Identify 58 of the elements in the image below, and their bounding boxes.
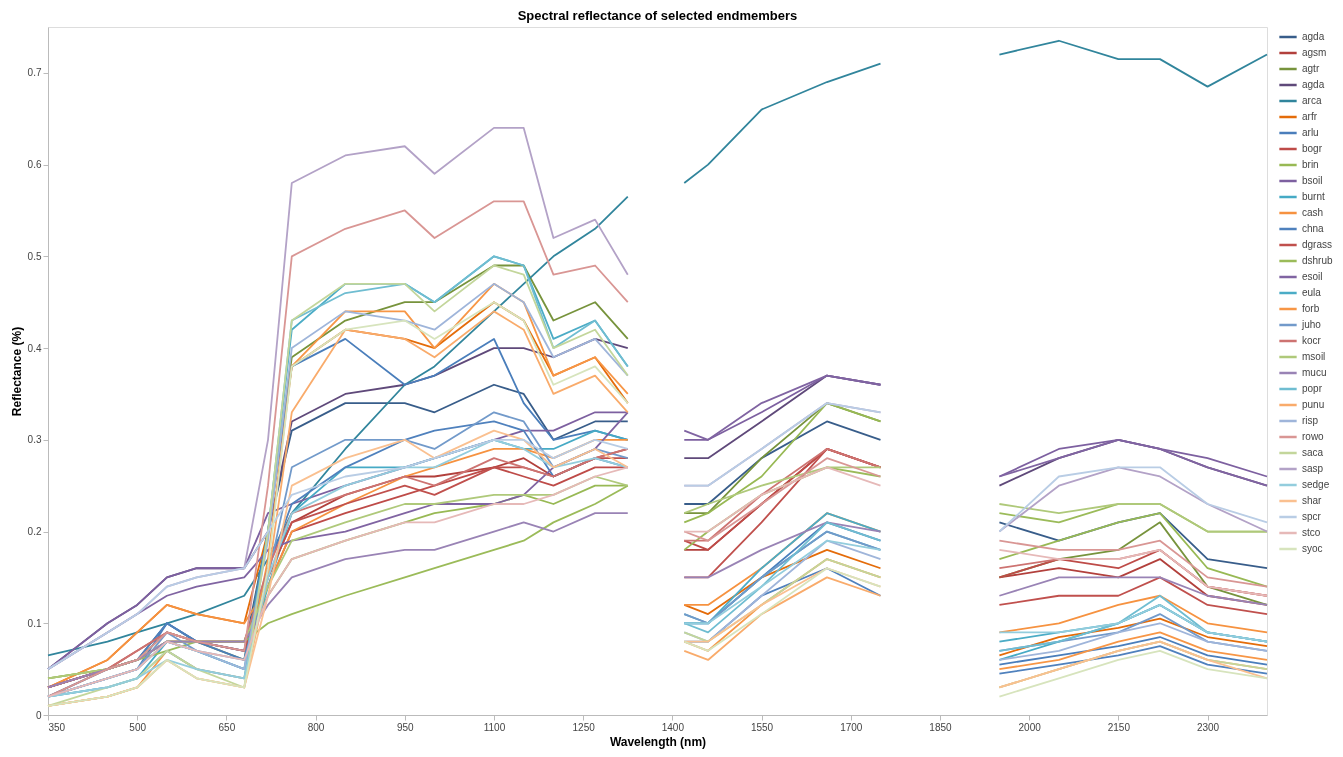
x-tick-label: 1550 [750,721,774,733]
legend-label: burnt [1302,191,1326,202]
legend-label: rowo [1302,431,1325,442]
x-tick-label: 800 [307,721,325,733]
x-tick-label: 350 [48,721,66,733]
y-tick-label: 0.3 [27,434,42,446]
legend-label: syoc [1302,543,1323,554]
legend-label: agda [1302,31,1325,42]
legend-label: spcr [1302,511,1322,522]
chart-title: Spectral reflectance of selected endmembers [517,8,798,23]
legend-label: stco [1302,527,1321,538]
legend-label: forb [1302,303,1320,314]
legend-label: agda [1302,79,1325,90]
y-tick-label: 0.1 [27,617,42,629]
legend-label: kocr [1302,335,1322,346]
legend-label: arca [1302,95,1322,106]
legend-label: msoil [1302,351,1326,362]
legend-label: agsm [1302,47,1327,58]
legend-label: dgrass [1302,239,1333,250]
legend-label: mucu [1302,367,1327,378]
y-tick-label: 0.2 [27,526,42,538]
legend-label: dshrub [1302,255,1334,266]
legend-label: cash [1302,207,1324,218]
legend-label: arlu [1302,127,1319,138]
x-tick-label: 1400 [661,721,685,733]
legend-label: sedge [1302,479,1330,490]
x-tick-label: 1700 [840,721,863,733]
legend-label: risp [1302,415,1319,426]
legend-label: brin [1302,159,1319,170]
x-tick-label: 950 [396,721,415,733]
x-tick-label: 1100 [483,721,506,733]
y-tick-label: 0.6 [27,159,42,171]
x-axis-title: Wavelength (nm) [609,734,707,749]
y-axis-title: Reflectance (%) [9,326,24,417]
y-tick-label: 0.5 [27,250,42,262]
x-tick-label: 1250 [572,721,596,733]
y-tick-label: 0.4 [27,342,42,354]
legend-label: chna [1302,223,1325,234]
legend-label: bogr [1302,143,1323,154]
x-tick-label: 2150 [1107,721,1131,733]
legend-label: bsoil [1302,175,1323,186]
legend-label: eula [1302,287,1322,298]
x-tick-label: 2000 [1018,721,1042,733]
legend-label: shar [1302,495,1323,506]
x-tick-label: 500 [129,721,147,733]
legend-label: popr [1302,383,1323,394]
legend-label: punu [1302,399,1325,410]
legend-label: arfr [1302,111,1318,122]
legend-label: sasp [1302,463,1324,474]
legend-label: agtr [1302,63,1320,74]
x-tick-label: 2300 [1196,721,1220,733]
legend-label: esoil [1302,271,1323,282]
x-tick-label: 1850 [929,721,953,733]
legend-label: juho [1301,319,1322,330]
x-tick-label: 650 [218,721,236,733]
y-tick-label: 0.7 [27,67,42,79]
legend-label: saca [1302,447,1324,458]
y-tick-label: 0 [35,709,42,721]
